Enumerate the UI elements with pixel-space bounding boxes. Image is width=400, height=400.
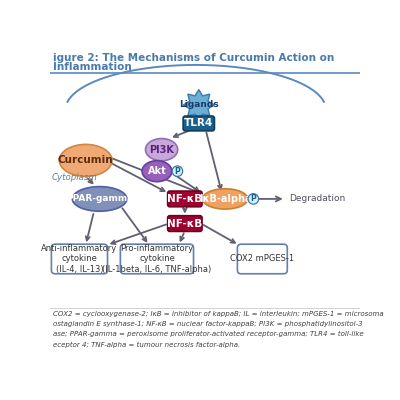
Text: NF-κB: NF-κB [167, 218, 202, 228]
FancyBboxPatch shape [168, 216, 202, 232]
Text: Anti-inflammatory
cytokine
(IL-4, IL-13): Anti-inflammatory cytokine (IL-4, IL-13) [41, 244, 118, 274]
FancyBboxPatch shape [237, 244, 287, 274]
Text: Akt: Akt [148, 166, 166, 176]
Text: eceptor 4; TNF-alpha = tumour necrosis factor-alpha.: eceptor 4; TNF-alpha = tumour necrosis f… [53, 342, 240, 348]
Text: ase; PPAR-gamma = peroxisome proliferator-activated receptor-gamma; TLR4 = toll-: ase; PPAR-gamma = peroxisome proliferato… [53, 331, 364, 338]
Ellipse shape [142, 161, 172, 182]
Text: Degradation: Degradation [289, 194, 345, 204]
FancyBboxPatch shape [120, 244, 194, 274]
Text: TLR4: TLR4 [184, 118, 214, 128]
Text: PI3K: PI3K [149, 145, 174, 155]
Text: Curcumin: Curcumin [58, 156, 114, 166]
Text: COX2 = cyclooxygenase-2; IκB = inhibitor of kappaB; IL = interleukin; mPGES-1 = : COX2 = cyclooxygenase-2; IκB = inhibitor… [53, 310, 384, 316]
Text: Inflammation: Inflammation [53, 62, 132, 72]
FancyBboxPatch shape [51, 244, 108, 274]
FancyBboxPatch shape [183, 116, 214, 131]
Circle shape [172, 166, 183, 176]
Text: P: P [174, 167, 180, 176]
Text: IκB-alpha: IκB-alpha [199, 194, 251, 204]
Text: NF-κB: NF-κB [167, 194, 202, 204]
Text: Pro-inflammatory
cytokine
(IL-1beta, IL-6, TNF-alpha): Pro-inflammatory cytokine (IL-1beta, IL-… [102, 244, 212, 274]
Ellipse shape [146, 138, 178, 161]
Ellipse shape [202, 189, 248, 209]
Text: ostaglandin E synthase-1; NF-κB = nuclear factor-kappaB; PI3K = phosphatidylinos: ostaglandin E synthase-1; NF-κB = nuclea… [53, 321, 363, 327]
Text: Ligands: Ligands [179, 100, 219, 110]
Polygon shape [183, 90, 214, 120]
FancyBboxPatch shape [168, 191, 202, 207]
Ellipse shape [59, 144, 112, 176]
Text: P: P [250, 194, 256, 204]
Text: COX2 mPGES-1: COX2 mPGES-1 [230, 254, 294, 264]
Text: Cytoplasm: Cytoplasm [52, 173, 97, 182]
Ellipse shape [72, 186, 127, 211]
Text: PPAR-gamma: PPAR-gamma [66, 194, 133, 204]
Text: igure 2: The Mechanisms of Curcumin Action on: igure 2: The Mechanisms of Curcumin Acti… [53, 53, 334, 63]
Circle shape [248, 194, 259, 204]
